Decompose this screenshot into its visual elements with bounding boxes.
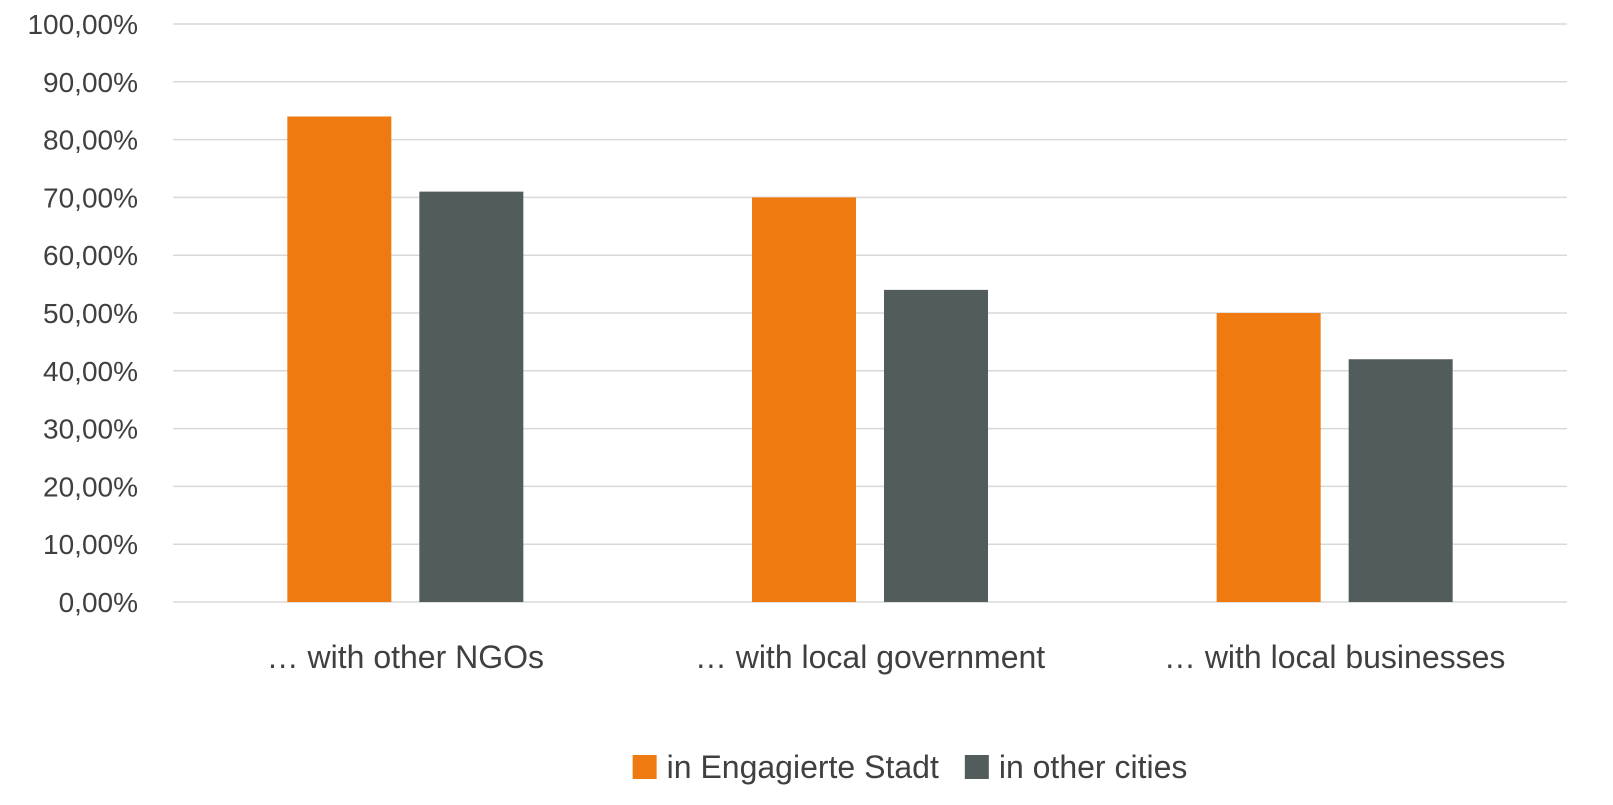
- y-tick-label: 30,00%: [43, 414, 138, 445]
- legend-swatch: [964, 755, 989, 779]
- y-tick-label: 50,00%: [43, 298, 138, 329]
- y-tick-label: 20,00%: [43, 471, 138, 502]
- y-tick-label: 100,00%: [27, 9, 138, 40]
- y-tick-label: 10,00%: [43, 529, 138, 560]
- legend-swatch: [632, 755, 657, 779]
- y-tick-label: 40,00%: [43, 356, 138, 387]
- y-tick-label: 80,00%: [43, 125, 138, 156]
- legend-label: in Engagierte Stadt: [667, 749, 939, 785]
- legend: in Engagierte Stadt in other cities: [632, 749, 1188, 785]
- x-category-label: … with local businesses: [1164, 639, 1505, 675]
- gridlines: [173, 23, 1567, 603]
- bar-other-cities: [884, 289, 988, 602]
- x-axis-category-labels: … with other NGOs … with local government…: [267, 639, 1506, 675]
- y-tick-label: 90,00%: [43, 67, 138, 98]
- bar-other-cities: [419, 191, 524, 602]
- y-axis-tick-labels: 0,00% 10,00% 20,00% 30,00% 40,00% 50,00% 60,00…: [27, 9, 138, 618]
- bar-engagierte-stadt: [752, 197, 856, 602]
- x-category-label: … with local government: [695, 639, 1045, 675]
- x-category-label: … with other NGOs: [267, 639, 544, 675]
- bar-other-cities: [1348, 359, 1453, 602]
- y-tick-label: 0,00%: [59, 587, 138, 618]
- y-tick-label: 60,00%: [43, 240, 138, 271]
- bar-engagierte-stadt: [1216, 313, 1321, 602]
- bar-engagierte-stadt: [287, 116, 392, 602]
- y-tick-label: 70,00%: [43, 182, 138, 213]
- bars: [287, 116, 1453, 602]
- legend-label: in other cities: [999, 749, 1188, 785]
